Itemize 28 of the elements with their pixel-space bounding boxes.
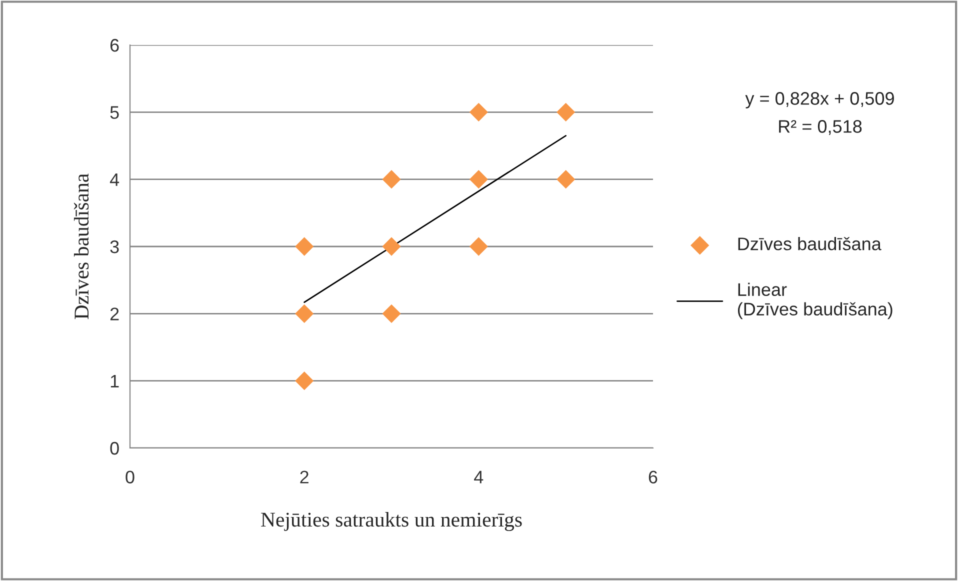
y-tick-label: 0 xyxy=(110,442,119,455)
point xyxy=(469,237,488,256)
x-tick-label: 6 xyxy=(648,470,658,484)
y-tick-label: 4 xyxy=(110,173,120,186)
y-tick-label: 1 xyxy=(110,374,119,388)
point xyxy=(469,170,488,189)
y-tick-label: 3 xyxy=(110,240,119,254)
text: y = 0,828x + 0,509 xyxy=(745,92,894,108)
y-tick-label: 2 xyxy=(110,308,119,320)
point xyxy=(382,237,401,256)
point xyxy=(469,102,488,122)
x-tick-label: 4 xyxy=(474,470,484,484)
point xyxy=(556,170,576,189)
x-axis-title: Nejūties satraukts un nemierīgs xyxy=(261,512,522,532)
y-axis-title: Dzīves baudīšana xyxy=(74,174,89,320)
y-tick-label: 5 xyxy=(110,106,119,119)
point xyxy=(295,304,314,323)
point xyxy=(382,170,401,189)
point xyxy=(295,237,314,256)
legend-label: Linear (Dzīves baudīšana) xyxy=(738,282,892,320)
y-tick-label: 6 xyxy=(110,38,119,52)
point xyxy=(382,304,401,323)
legend-label: Dzīves baudīšana xyxy=(738,236,882,250)
text: R² = 0,518 xyxy=(779,120,862,135)
point xyxy=(556,102,576,122)
x-tick-label: 2 xyxy=(300,470,308,484)
x-tick-label: 0 xyxy=(126,470,134,484)
point xyxy=(295,372,314,390)
